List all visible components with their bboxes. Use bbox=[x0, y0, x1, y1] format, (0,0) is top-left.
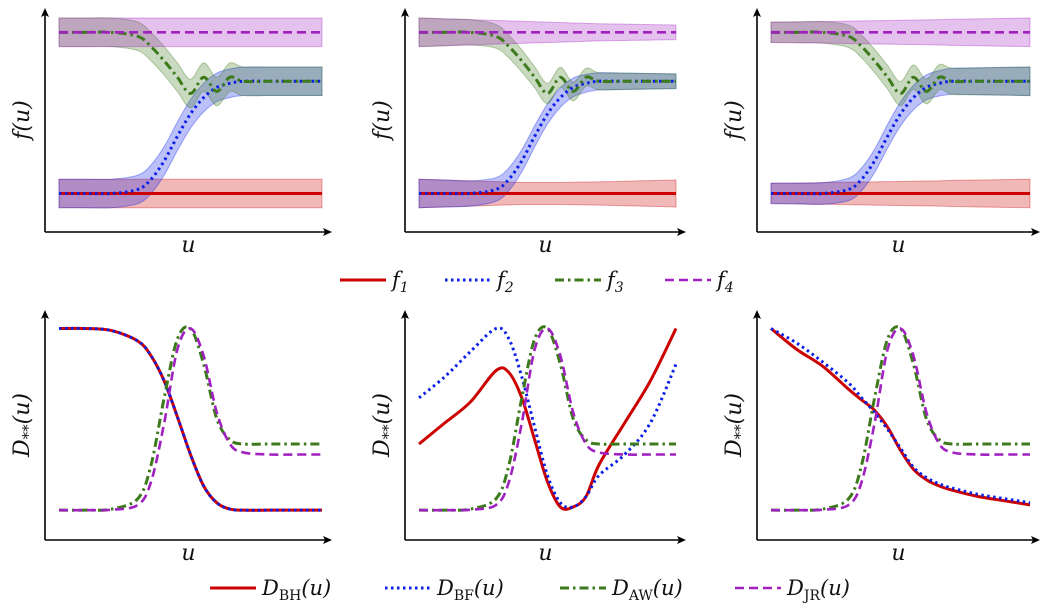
legend-label: f1 bbox=[390, 268, 409, 296]
series-line-D_AW(u) bbox=[58, 325, 322, 512]
series-line-D_AW(u) bbox=[770, 325, 1030, 512]
series-line-D_BF(u) bbox=[770, 327, 1031, 505]
y-axis-label: f(u) bbox=[722, 100, 747, 141]
y-axis-label: D**(u) bbox=[10, 393, 37, 458]
legend-bottom: DBH(u) DBF(u) DAW(u) DJR(u) bbox=[210, 576, 850, 604]
series-line-D_BH(u) bbox=[770, 327, 1031, 507]
x-axis-arrow-icon bbox=[323, 228, 332, 236]
series-line-D_JR(u) bbox=[770, 327, 1030, 512]
y-axis-label: D**(u) bbox=[722, 393, 749, 458]
legend-label: DAW(u) bbox=[611, 576, 683, 604]
y-axis-arrow-icon bbox=[753, 8, 761, 17]
legend-label: DJR(u) bbox=[786, 576, 850, 604]
axes bbox=[401, 310, 686, 544]
axes bbox=[41, 8, 332, 236]
panel-top-left: f(u) u bbox=[10, 8, 332, 258]
y-axis-arrow-icon bbox=[401, 310, 409, 319]
panels: f(u) u f(u) u f(u) u D**(u) u D**(u) u D**(u) u bbox=[10, 8, 1040, 566]
x-axis-label: u bbox=[891, 541, 905, 566]
legend-top: f1 f2 f3 f4 bbox=[340, 268, 734, 296]
legend-item: DBH(u) bbox=[210, 576, 331, 604]
axes bbox=[753, 310, 1040, 544]
series-line-D_AW(u) bbox=[418, 325, 676, 512]
series-line-D_BH(u) bbox=[418, 327, 678, 511]
legend-item: f3 bbox=[555, 268, 624, 296]
panel-bottom-left: D**(u) u bbox=[10, 310, 332, 566]
panel-top-right: f(u) u bbox=[722, 8, 1040, 258]
legend-label: f4 bbox=[715, 268, 734, 296]
legend-item: f1 bbox=[340, 268, 409, 296]
series-line-f2 bbox=[418, 79, 676, 196]
y-axis-label: f(u) bbox=[370, 100, 395, 141]
legend-item: f2 bbox=[445, 268, 514, 296]
x-axis-arrow-icon bbox=[1031, 536, 1040, 544]
x-axis-label: u bbox=[538, 233, 552, 258]
legend-label: f3 bbox=[605, 268, 624, 296]
axes bbox=[401, 8, 686, 236]
legend-item: DBF(u) bbox=[385, 576, 504, 604]
axes bbox=[41, 310, 332, 544]
series-line-D_JR(u) bbox=[418, 327, 676, 512]
band-f3 bbox=[58, 17, 323, 109]
legend-label: f2 bbox=[495, 268, 514, 296]
x-axis-label: u bbox=[538, 541, 552, 566]
y-axis-arrow-icon bbox=[753, 310, 761, 319]
panel-top-middle: f(u) u bbox=[370, 8, 686, 258]
legend-item: f4 bbox=[665, 268, 734, 296]
x-axis-arrow-icon bbox=[323, 536, 332, 544]
series-line-D_BF(u) bbox=[58, 326, 323, 512]
band-f2 bbox=[770, 66, 1031, 205]
y-axis-arrow-icon bbox=[41, 310, 49, 319]
x-axis-arrow-icon bbox=[677, 228, 686, 236]
legend-item: DJR(u) bbox=[735, 576, 850, 604]
x-axis-arrow-icon bbox=[677, 536, 686, 544]
y-axis-label: f(u) bbox=[10, 100, 35, 141]
panel-bottom-middle: D**(u) u bbox=[370, 310, 686, 566]
legend-label: DBH(u) bbox=[261, 576, 331, 604]
axes bbox=[753, 8, 1040, 236]
series-line-D_BH(u) bbox=[58, 326, 323, 512]
series-line-f2 bbox=[58, 79, 322, 196]
x-axis-label: u bbox=[181, 233, 195, 258]
y-axis-arrow-icon bbox=[41, 8, 49, 17]
y-axis-label: D**(u) bbox=[370, 393, 397, 458]
legend-label: DBF(u) bbox=[436, 576, 504, 604]
x-axis-arrow-icon bbox=[1031, 228, 1040, 236]
legend-item: DAW(u) bbox=[560, 576, 683, 604]
series-line-D_BF(u) bbox=[418, 326, 678, 510]
x-axis-label: u bbox=[181, 541, 195, 566]
band-f3 bbox=[770, 20, 1031, 107]
series-line-D_JR(u) bbox=[58, 327, 322, 512]
panel-bottom-right: D**(u) u bbox=[722, 310, 1040, 566]
y-axis-arrow-icon bbox=[401, 8, 409, 17]
x-axis-label: u bbox=[891, 233, 905, 258]
